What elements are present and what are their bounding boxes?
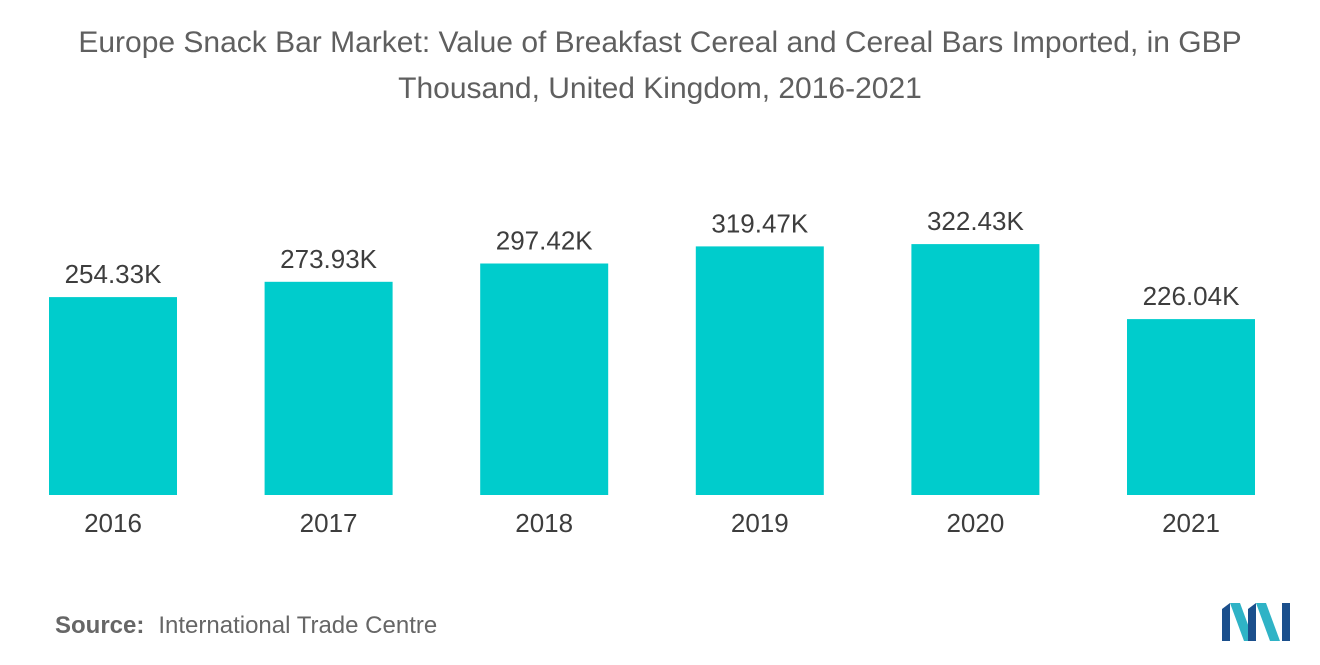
data-label-2021: 226.04K xyxy=(1143,281,1241,311)
chart-title-line-2: Thousand, United Kingdom, 2016-2021 xyxy=(398,72,922,105)
bar-2021 xyxy=(1127,319,1255,495)
chart-title-line-1: Europe Snack Bar Market: Value of Breakf… xyxy=(78,26,1242,59)
bar-2016 xyxy=(49,297,177,495)
data-label-2019: 319.47K xyxy=(711,208,809,238)
bar-2019 xyxy=(695,246,824,495)
brand-logo-icon xyxy=(1222,603,1290,641)
bar-2020 xyxy=(911,244,1040,495)
data-label-2018: 297.42K xyxy=(496,226,594,256)
source-text: International Trade Centre xyxy=(158,612,438,639)
x-tick-label-2017: 2017 xyxy=(300,508,358,538)
bar-chart: 254.33K 273.93K 297.42K 319.47K 322.43K 226.0… xyxy=(49,206,1255,538)
bars-group xyxy=(49,244,1255,495)
x-tick-label-2020: 2020 xyxy=(946,508,1004,538)
source-label: Source: xyxy=(55,612,145,639)
value-labels-group: 254.33K 273.93K 297.42K 319.47K 322.43K 226.0… xyxy=(65,206,1241,311)
source-note: Source: International Trade Centre xyxy=(55,612,437,640)
x-tick-label-2019: 2019 xyxy=(731,508,789,538)
data-label-2016: 254.33K xyxy=(65,259,163,289)
x-axis-tick-labels: 2016 2017 2018 2019 2020 2021 xyxy=(84,508,1220,538)
data-label-2020: 322.43K xyxy=(927,206,1025,236)
chart-title: Europe Snack Bar Market: Value of Breakf… xyxy=(0,20,1320,112)
x-tick-label-2018: 2018 xyxy=(515,508,573,538)
x-tick-label-2016: 2016 xyxy=(84,508,142,538)
x-tick-label-2021: 2021 xyxy=(1162,508,1220,538)
bar-2018 xyxy=(480,263,609,495)
data-label-2017: 273.93K xyxy=(280,244,378,274)
bar-2017 xyxy=(264,281,393,495)
